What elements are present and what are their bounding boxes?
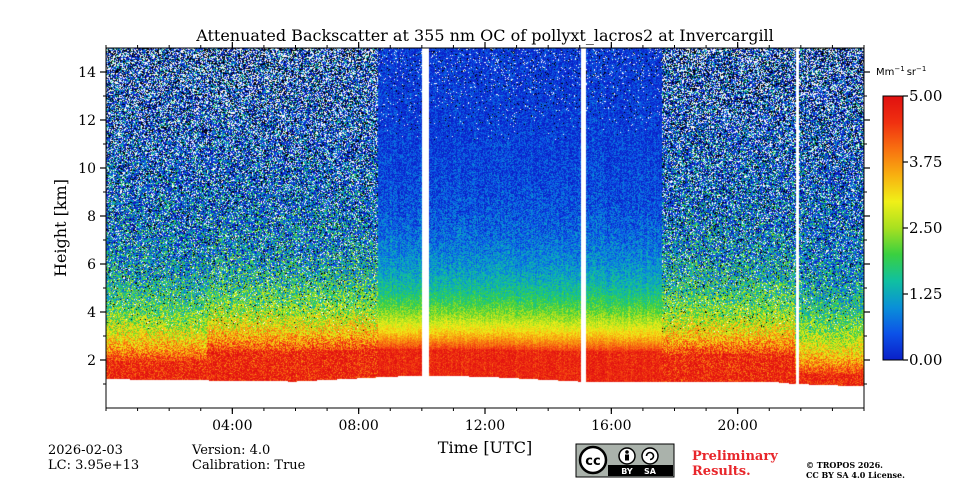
x-tick-label: 16:00 xyxy=(591,418,631,434)
y-axis-label: Height [km] xyxy=(51,179,70,277)
colorbar-tick-label: 2.50 xyxy=(909,219,942,237)
y-tick-label: 10 xyxy=(78,161,96,177)
version-label: Version: 4.0 xyxy=(192,443,271,458)
calibration-label: Calibration: True xyxy=(192,458,306,473)
y-tick-label: 12 xyxy=(78,113,96,129)
x-axis-label: Time [UTC] xyxy=(438,438,532,457)
x-axis: 04:00 08:00 12:00 16:00 20:00 xyxy=(105,42,865,434)
chart-title: Attenuated Backscatter at 355 nm OC of p… xyxy=(195,26,774,45)
metadata-left: 2026-02-03 LC: 3.95e+13 xyxy=(48,443,139,473)
date-label: 2026-02-03 xyxy=(48,443,123,458)
colorbar-unit: Mm−1 sr−1 xyxy=(876,65,926,78)
unit-sr: sr xyxy=(907,67,917,78)
by-text: BY xyxy=(621,467,633,476)
badge-label-strip xyxy=(608,465,673,476)
colorbar xyxy=(883,96,903,360)
lc-label: LC: 3.95e+13 xyxy=(48,458,140,473)
sa-icon xyxy=(641,447,659,465)
colorbar-tick-label: 1.25 xyxy=(909,285,942,303)
preliminary-line2: Results. xyxy=(692,464,751,479)
sa-text: SA xyxy=(644,467,657,476)
preliminary-results: Preliminary Results. xyxy=(692,449,778,479)
copyright-line2: CC BY SA 4.0 License. xyxy=(806,470,905,480)
by-icon-head xyxy=(625,450,629,454)
copyright-line1: © TROPOS 2026. xyxy=(806,460,883,470)
colorbar-tick-label: 0.00 xyxy=(909,351,942,369)
colorbar-ticks: 0.00 1.25 2.50 3.75 5.00 xyxy=(903,87,942,369)
y-axis: 2 4 6 8 10 12 14 xyxy=(78,65,870,385)
y-tick-label: 6 xyxy=(87,257,96,273)
metadata-right: Version: 4.0 Calibration: True xyxy=(192,443,305,473)
backscatter-heatmap xyxy=(106,48,864,408)
copyright-notice: © TROPOS 2026. CC BY SA 4.0 License. xyxy=(806,460,905,480)
cc-by-sa-badge[interactable]: cc BY SA xyxy=(575,443,675,478)
y-tick-label: 14 xyxy=(78,65,96,81)
unit-mm: Mm xyxy=(876,67,894,78)
y-tick-label: 8 xyxy=(87,209,96,225)
cc-text: cc xyxy=(585,454,600,469)
colorbar-tick-label: 5.00 xyxy=(909,87,942,105)
preliminary-line1: Preliminary xyxy=(692,449,778,464)
unit-mm-exp: −1 xyxy=(894,65,904,73)
by-icon-body xyxy=(625,454,629,461)
x-tick-label: 04:00 xyxy=(212,418,252,434)
y-tick-label: 4 xyxy=(87,305,96,321)
x-tick-label: 20:00 xyxy=(717,418,757,434)
x-tick-label: 08:00 xyxy=(338,418,378,434)
colorbar-tick-label: 3.75 xyxy=(909,153,942,171)
x-tick-label: 12:00 xyxy=(465,418,505,434)
sa-icon-arrow xyxy=(645,451,655,461)
unit-sr-exp: −1 xyxy=(916,65,926,73)
y-tick-label: 2 xyxy=(87,353,96,369)
cc-icon xyxy=(578,445,608,475)
